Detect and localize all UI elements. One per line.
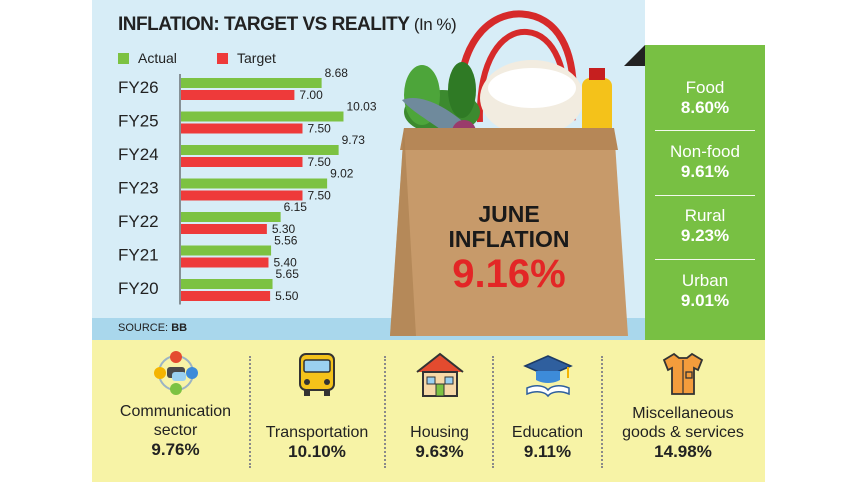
target-value-label: 5.40 — [273, 256, 297, 270]
stat-urban-value: 9.01% — [680, 291, 730, 310]
category-miscellaneous: Miscellaneous goods & services 14.98% — [609, 350, 757, 462]
category-separator — [492, 356, 494, 468]
stat-divider — [655, 130, 755, 131]
actual-bar — [181, 78, 322, 88]
target-value-label: 7.50 — [308, 189, 332, 203]
category-separator — [384, 356, 386, 468]
bag-line1: JUNE — [478, 201, 539, 227]
actual-bar — [181, 111, 344, 122]
target-bar — [181, 224, 267, 234]
category-label: FY23 — [118, 179, 159, 198]
target-value-label: 7.50 — [308, 122, 332, 136]
category-value: 14.98% — [654, 442, 712, 461]
actual-bar — [181, 245, 272, 256]
actual-bar — [181, 145, 339, 155]
target-value-label: 7.50 — [308, 155, 332, 169]
category-label: FY22 — [118, 212, 159, 231]
target-bar — [181, 90, 295, 100]
category-separator — [249, 356, 251, 468]
actual-bar — [181, 279, 273, 289]
stat-nonfood-value: 9.61% — [680, 162, 730, 181]
stat-rural: Rural 9.23% — [645, 206, 765, 246]
category-value: 9.63% — [415, 442, 464, 461]
target-bar — [181, 257, 269, 268]
category-line2: Transportation — [265, 424, 369, 441]
communication-icon — [153, 351, 198, 395]
category-education: Education 9.11% — [500, 350, 595, 462]
shopping-bag-illustration: JUNE INFLATION 9.16% — [382, 0, 645, 345]
bag-value: 9.16% — [452, 252, 565, 296]
target-bar — [181, 291, 271, 301]
target-value-label: 5.50 — [275, 289, 299, 303]
category-line2: Education — [511, 424, 584, 441]
bag-line2: INFLATION — [449, 226, 570, 252]
target-bar — [181, 190, 303, 201]
stat-urban: Urban 9.01% — [645, 271, 765, 311]
stat-food-value: 8.60% — [680, 98, 730, 117]
target-value-label: 5.30 — [272, 222, 296, 236]
stat-divider — [655, 259, 755, 260]
legend-target-label: Target — [237, 50, 276, 66]
category-label: FY26 — [118, 78, 159, 97]
house-icon — [415, 352, 464, 397]
stat-food-label: Food — [685, 78, 725, 97]
category-label: FY20 — [118, 279, 159, 298]
category-label: FY25 — [118, 112, 159, 131]
category-value: 9.11% — [523, 442, 572, 461]
actual-bar — [181, 178, 328, 189]
category-value: 10.10% — [288, 442, 346, 461]
stats-panel — [645, 45, 765, 340]
source-note: SOURCE: BB — [118, 322, 188, 334]
graduation-cap-icon — [522, 355, 573, 398]
category-line2: goods & services — [622, 424, 744, 441]
category-line2: sector — [153, 422, 198, 439]
actual-value-label: 9.02 — [330, 167, 354, 181]
chart-title: INFLATION: TARGET VS REALITY (In %) — [118, 14, 457, 35]
shirt-icon — [662, 352, 704, 395]
actual-value-label: 9.73 — [342, 133, 366, 147]
category-line2: Housing — [410, 424, 469, 441]
actual-value-label: 10.03 — [346, 100, 376, 114]
legend-actual-label: Actual — [138, 50, 177, 66]
category-label: FY24 — [118, 145, 159, 164]
stat-rural-value: 9.23% — [680, 226, 730, 245]
category-value: 9.76% — [151, 440, 200, 459]
category-line1: Communication — [119, 403, 232, 420]
category-separator — [601, 356, 603, 468]
bus-icon — [299, 353, 335, 396]
stat-urban-label: Urban — [681, 271, 729, 290]
category-line1: Miscellaneous — [632, 405, 734, 422]
category-housing: Housing 9.63% — [392, 350, 487, 462]
target-value-label: 7.00 — [299, 88, 323, 102]
stat-nonfood: Non-food 9.61% — [645, 142, 765, 182]
legend-target-swatch — [217, 53, 228, 64]
actual-bar — [181, 212, 281, 222]
category-label: FY21 — [118, 246, 159, 265]
stat-rural-label: Rural — [684, 206, 726, 225]
legend-actual-swatch — [118, 53, 129, 64]
actual-value-label: 5.65 — [276, 267, 300, 281]
panel-pointer — [624, 45, 645, 66]
stat-nonfood-label: Non-food — [670, 142, 740, 161]
actual-value-label: 8.68 — [325, 66, 349, 80]
actual-value-label: 5.56 — [274, 234, 298, 248]
stat-food: Food 8.60% — [645, 78, 765, 118]
category-communication: Communication sector 9.76% — [108, 350, 243, 460]
actual-value-label: 6.15 — [284, 200, 308, 214]
stat-divider — [655, 195, 755, 196]
target-bar — [181, 157, 303, 167]
target-bar — [181, 123, 303, 134]
category-transportation: Transportation 10.10% — [257, 350, 377, 462]
